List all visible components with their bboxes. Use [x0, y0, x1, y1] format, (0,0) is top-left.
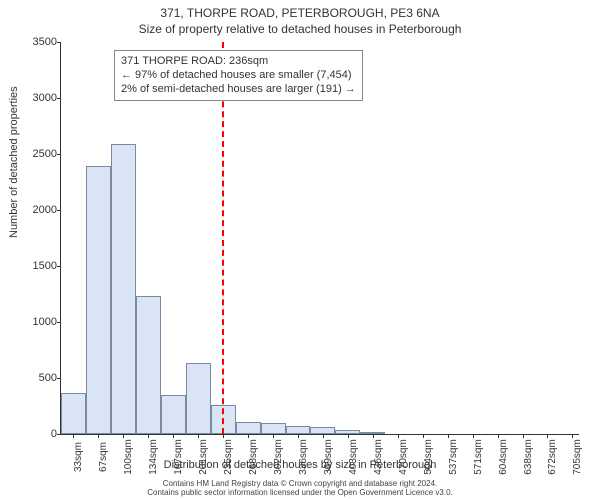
x-tick-mark: [448, 434, 449, 438]
histogram-bar: [310, 427, 335, 434]
x-tick-mark: [473, 434, 474, 438]
info-box-line1: 371 THORPE ROAD: 236sqm: [121, 55, 356, 69]
x-tick-mark: [323, 434, 324, 438]
chart-subtitle: Size of property relative to detached ho…: [0, 22, 600, 36]
info-box: 371 THORPE ROAD: 236sqm ← 97% of detache…: [114, 50, 363, 101]
y-tick-label: 2500: [17, 148, 57, 160]
x-tick-mark: [173, 434, 174, 438]
y-tick-mark: [57, 154, 61, 155]
histogram-bar: [236, 422, 261, 434]
histogram-bar: [186, 363, 211, 434]
x-tick-mark: [298, 434, 299, 438]
y-tick-label: 1000: [17, 316, 57, 328]
histogram-bar: [61, 393, 86, 434]
info-box-line3: 2% of semi-detached houses are larger (1…: [121, 83, 356, 97]
y-tick-mark: [57, 210, 61, 211]
histogram-bar: [111, 144, 136, 434]
histogram-bar: [161, 395, 186, 434]
x-tick-mark: [73, 434, 74, 438]
y-tick-mark: [57, 378, 61, 379]
histogram-bar: [286, 426, 311, 434]
attribution-footer: Contains HM Land Registry data © Crown c…: [0, 479, 600, 498]
x-tick-mark: [148, 434, 149, 438]
plot-area: 371 THORPE ROAD: 236sqm ← 97% of detache…: [60, 42, 579, 435]
x-tick-mark: [98, 434, 99, 438]
y-tick-mark: [57, 266, 61, 267]
histogram-bar: [136, 296, 161, 434]
x-tick-mark: [348, 434, 349, 438]
y-tick-label: 0: [17, 428, 57, 440]
x-tick-mark: [123, 434, 124, 438]
y-tick-label: 1500: [17, 260, 57, 272]
histogram-bar: [261, 423, 286, 434]
y-tick-label: 2000: [17, 204, 57, 216]
y-tick-label: 3500: [17, 36, 57, 48]
chart-title-address: 371, THORPE ROAD, PETERBOROUGH, PE3 6NA: [0, 6, 600, 20]
y-tick-mark: [57, 98, 61, 99]
y-tick-label: 3000: [17, 92, 57, 104]
footer-line2: Contains public sector information licen…: [0, 488, 600, 498]
x-tick-mark: [423, 434, 424, 438]
x-tick-mark: [198, 434, 199, 438]
x-tick-mark: [273, 434, 274, 438]
x-tick-mark: [223, 434, 224, 438]
x-tick-mark: [547, 434, 548, 438]
info-box-line2: ← 97% of detached houses are smaller (7,…: [121, 69, 356, 83]
y-tick-mark: [57, 434, 61, 435]
y-axis-label: Number of detached properties: [8, 86, 20, 238]
x-tick-mark: [398, 434, 399, 438]
y-tick-label: 500: [17, 372, 57, 384]
x-tick-mark: [248, 434, 249, 438]
x-axis-label: Distribution of detached houses by size …: [0, 459, 600, 471]
x-tick-mark: [572, 434, 573, 438]
x-tick-mark: [373, 434, 374, 438]
footer-line1: Contains HM Land Registry data © Crown c…: [0, 479, 600, 489]
y-tick-mark: [57, 42, 61, 43]
histogram-bar: [86, 166, 111, 434]
x-tick-mark: [498, 434, 499, 438]
x-tick-mark: [523, 434, 524, 438]
y-tick-mark: [57, 322, 61, 323]
